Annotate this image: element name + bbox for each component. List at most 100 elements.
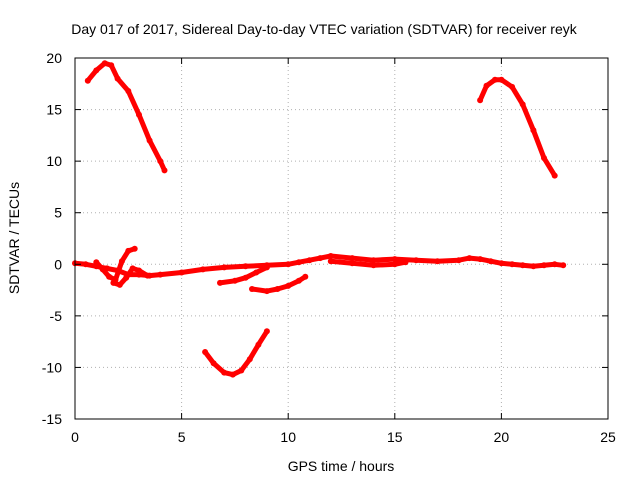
data-point: [391, 256, 398, 263]
data-point: [541, 262, 547, 269]
data-point: [118, 258, 125, 265]
data-point: [144, 272, 151, 279]
data-point: [116, 281, 123, 288]
data-point: [498, 76, 505, 83]
data-point: [370, 262, 377, 269]
axis-ticks: 0 5 10 15 20 25 -15 -10 -5 0 5 10 15 20: [42, 50, 616, 445]
data-point: [242, 263, 249, 270]
y-tick-label: 0: [54, 256, 62, 272]
data-point: [255, 341, 262, 348]
data-point: [498, 260, 505, 267]
series-near-zero-wobble: [93, 245, 138, 283]
x-axis-label: GPS time / hours: [288, 458, 395, 474]
grid-lines: [75, 58, 608, 419]
data-point: [455, 257, 462, 264]
data-point: [302, 273, 309, 280]
y-tick-label: -5: [50, 308, 63, 324]
data-point: [492, 76, 498, 83]
data-point: [477, 256, 484, 263]
data-series: [72, 60, 567, 378]
data-point: [327, 253, 334, 259]
y-tick-label: -15: [42, 411, 62, 427]
data-point: [285, 282, 292, 289]
data-point: [466, 255, 473, 262]
data-point: [125, 88, 132, 94]
data-point: [157, 158, 164, 165]
data-point: [253, 269, 260, 276]
series-line: [85, 60, 167, 173]
data-point: [483, 82, 490, 89]
data-point: [509, 261, 516, 268]
data-point: [136, 267, 142, 274]
series-arc-late-high: [477, 76, 558, 179]
series-near-zero-bump: [327, 258, 409, 269]
data-point: [231, 277, 238, 284]
data-point: [249, 286, 255, 292]
data-point: [229, 371, 236, 378]
data-point: [263, 328, 270, 335]
data-point: [123, 274, 130, 281]
y-tick-label: 5: [54, 205, 62, 221]
series-line: [202, 328, 270, 378]
data-point: [129, 265, 136, 272]
data-point: [541, 155, 547, 161]
data-point: [551, 172, 558, 179]
data-point: [551, 261, 558, 268]
data-point: [402, 259, 409, 266]
data-point: [317, 255, 324, 262]
data-point: [391, 261, 398, 268]
series-arc-mid-negative-a: [217, 264, 270, 286]
x-tick-label: 10: [280, 429, 296, 445]
y-tick-label: -10: [42, 359, 62, 375]
data-point: [136, 111, 142, 118]
data-point: [110, 279, 117, 286]
data-point: [161, 167, 168, 174]
data-point: [263, 264, 270, 271]
series-arc-mid-negative-b: [249, 273, 309, 295]
data-point: [295, 259, 302, 266]
data-point: [93, 67, 100, 74]
data-point: [509, 83, 516, 90]
data-point: [242, 274, 249, 281]
series-arc-early-high: [84, 60, 168, 174]
data-point: [125, 247, 132, 254]
data-point: [263, 288, 270, 295]
data-point: [306, 257, 313, 264]
data-point: [349, 255, 356, 262]
data-point: [93, 259, 100, 266]
data-point: [221, 369, 228, 376]
data-point: [274, 286, 281, 292]
series-arc-low: [202, 328, 270, 378]
data-point: [84, 77, 91, 84]
data-point: [114, 75, 121, 82]
plot-frame: [74, 57, 609, 420]
series-near-zero-dip: [110, 265, 151, 288]
data-point: [477, 97, 484, 104]
data-point: [146, 137, 153, 144]
data-point: [560, 262, 567, 269]
y-tick-label: 10: [46, 153, 62, 169]
data-point: [434, 258, 441, 265]
data-point: [131, 245, 138, 252]
data-point: [285, 261, 292, 268]
data-point: [246, 356, 253, 363]
x-tick-label: 20: [494, 429, 510, 445]
data-point: [82, 261, 89, 268]
data-point: [413, 257, 420, 264]
data-point: [327, 258, 334, 265]
data-point: [202, 349, 209, 355]
y-tick-label: 15: [46, 102, 62, 118]
data-point: [99, 266, 106, 273]
data-point: [178, 269, 185, 276]
data-point: [238, 367, 245, 374]
x-tick-label: 15: [387, 429, 403, 445]
data-point: [530, 263, 537, 270]
y-tick-label: 20: [46, 50, 62, 66]
y-axis-label: SDTVAR / TECUs: [6, 182, 22, 294]
data-point: [221, 264, 228, 271]
data-point: [108, 62, 115, 69]
chart-title: Day 017 of 2017, Sidereal Day-to-day VTE…: [71, 21, 577, 37]
data-point: [487, 258, 494, 265]
data-point: [370, 257, 377, 264]
